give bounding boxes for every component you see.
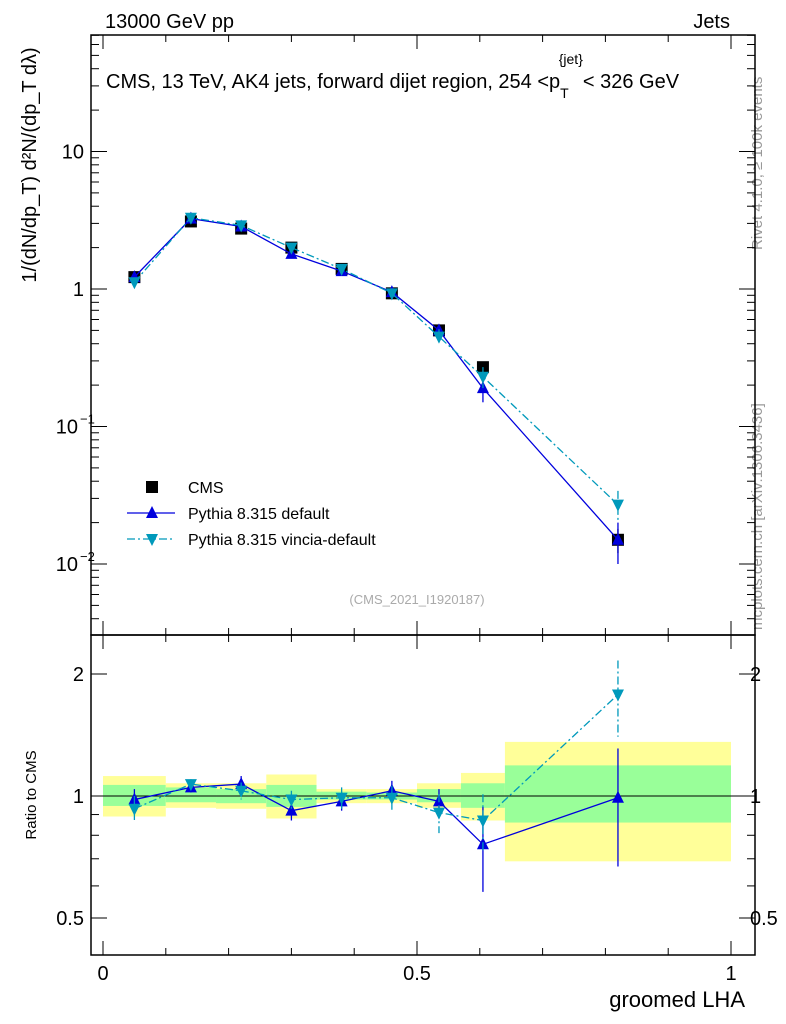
ratio-point [128,803,141,816]
ratio-point [385,792,398,805]
y-tick-label: 1 [73,786,84,808]
y-tick-exponent: −1 [80,412,95,427]
legend-marker [146,481,158,493]
y-tick-label: 0.5 [56,908,84,930]
y-tick-label: 10 [62,142,84,164]
y-axis-label-ratio: Ratio to CMS [23,750,40,839]
legend-label: Pythia 8.315 default [188,506,330,523]
header-right: Jets [693,11,730,33]
ratio-point [285,803,298,816]
ratio-point [335,792,348,805]
top-point [235,220,248,233]
ratio-point [184,779,197,792]
top-point [476,371,489,384]
band-green [165,787,217,803]
y-tick-label: 10 [56,554,78,576]
top-point [385,288,398,301]
top-point [335,263,348,276]
ratio-point [611,790,624,803]
ratio-point [611,689,624,702]
top-point [285,242,298,255]
ratio-frame [90,634,756,956]
x-tick-label: 1 [725,963,736,985]
y-tick-label: 2 [73,664,84,686]
ratio-point [285,794,298,807]
legend-marker [146,534,158,546]
top-point [184,212,197,225]
legend-marker [146,506,158,518]
header-left: 13000 GeV pp [105,11,234,33]
x-axis-label: groomed LHA [609,987,745,1012]
legend-label: CMS [188,480,224,497]
y-tick-label: 1 [750,786,761,808]
top-point [128,277,141,290]
legend-label: Pythia 8.315 vincia-default [188,532,376,549]
top-line-2 [133,217,619,506]
y-axis-label-top: 1/(dN/dp_T) d²N/(dp_T dλ) [19,47,41,282]
x-tick-label: 0 [97,963,108,985]
ratio-point [432,807,445,820]
x-tick-label: 0.5 [403,963,431,985]
mcplots-label: mcplots.cern.ch [arXiv:1306.3436] [749,403,766,630]
ratio-point [476,815,489,828]
ratio-point [235,785,248,798]
y-tick-label: 2 [750,664,761,686]
analysis-id: (CMS_2021_I1920187) [349,592,484,607]
y-tick-label: 0.5 [750,908,778,930]
chart-title: CMS, 13 TeV, AK4 jets, forward dijet reg… [106,51,680,101]
top-point [611,532,624,545]
y-tick-label: 10 [56,417,78,439]
top-point [432,331,445,344]
y-tick-exponent: −2 [80,549,95,564]
top-point [611,499,624,512]
rivet-label: Rivet 4.1.0, ≥ 100k events [749,77,766,250]
y-tick-label: 1 [73,279,84,301]
